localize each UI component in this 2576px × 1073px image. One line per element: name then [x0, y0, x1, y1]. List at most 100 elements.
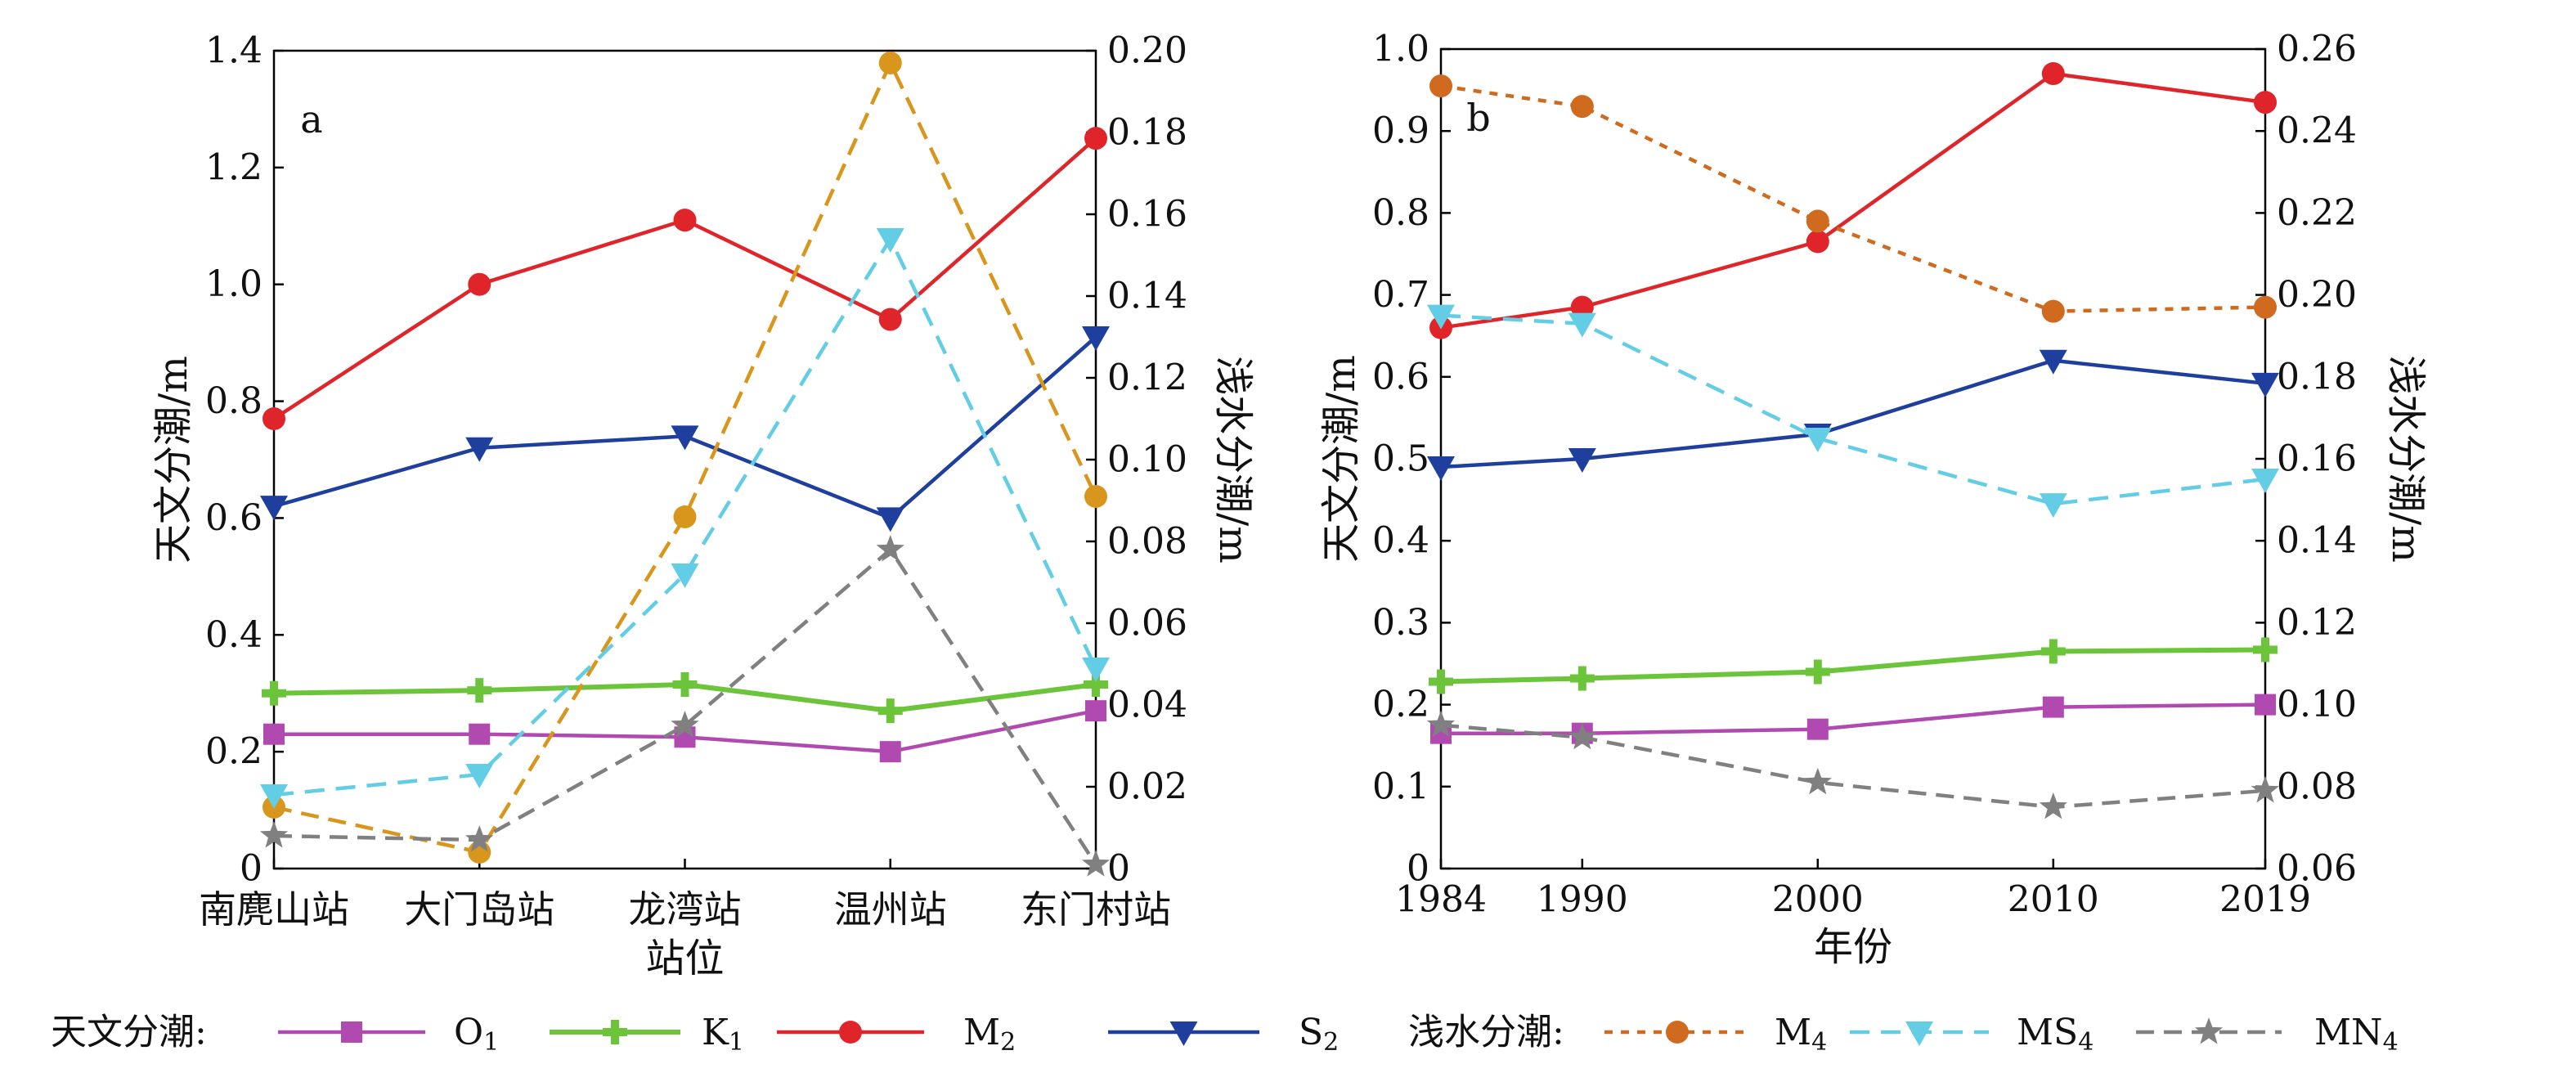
series-line-o1 — [1441, 703, 2266, 735]
point-o1 — [879, 741, 901, 763]
point-ms4 — [2251, 469, 2279, 494]
point-m2 — [1570, 295, 1594, 319]
series-line-mn4 — [1440, 723, 2266, 810]
right-tick-label: 0.04 — [1107, 685, 1187, 726]
legend: 天文分潮: 浅水分潮: O1 K1 M2 S2 M4 MS4 MN4 — [51, 1012, 2399, 1057]
point-mn4 — [259, 821, 289, 848]
left-tick-label: 0 — [240, 848, 263, 890]
point-m4 — [1429, 74, 1452, 98]
point-m2 — [2041, 62, 2065, 86]
right-tick-label: 0.20 — [1107, 30, 1187, 72]
legend-label-k1: K1 — [702, 1012, 744, 1057]
x-category-label: 南麂山站 — [199, 887, 349, 932]
point-o1 — [263, 723, 285, 745]
right-tick-label: 0.10 — [2277, 684, 2357, 725]
x-tick-label: 2019 — [2219, 879, 2311, 921]
right-tick-label: 0 — [1107, 848, 1130, 890]
series-line-s2 — [1440, 358, 2266, 469]
panel-a-chart: 0 0.2 0.4 0.6 0.8 1.0 1.2 1.4 0 0.02 0.04 0.06 0.08 0… — [150, 30, 1256, 982]
point-m2 — [2254, 91, 2277, 114]
point-m2 — [468, 272, 491, 296]
left-tick-label: 0.8 — [1372, 192, 1429, 234]
series-line-m4 — [273, 61, 1098, 855]
right-tick-label: 0.14 — [2277, 520, 2357, 562]
legend-marker-m4 — [1666, 1021, 1689, 1044]
y-axis-title-right: 浅水分潮/m — [1210, 356, 1256, 563]
right-tick-label: 0.24 — [2277, 110, 2357, 152]
point-s2 — [671, 425, 699, 451]
point-mn4 — [876, 535, 904, 562]
panel-tag: a — [300, 97, 322, 141]
point-m4 — [1570, 95, 1594, 119]
point-o1 — [2255, 694, 2276, 716]
point-s2 — [876, 507, 904, 532]
left-tick-label: 0 — [1407, 848, 1429, 890]
left-tick-label: 0.6 — [205, 497, 263, 539]
legend-title: 浅水分潮: — [1408, 1012, 1564, 1053]
right-tick-label: 0.20 — [2277, 274, 2357, 316]
point-k1 — [672, 672, 698, 697]
point-k1 — [1084, 672, 1108, 697]
point-s2 — [2251, 372, 2279, 397]
right-tick-label: 0.10 — [1107, 439, 1187, 481]
legend-marker-s2 — [1169, 1021, 1198, 1046]
left-tick-label: 0.9 — [1372, 110, 1429, 152]
legend-title: 天文分潮: — [51, 1012, 207, 1053]
legend-label-m2: M2 — [963, 1012, 1016, 1057]
x-axis-title: 站位 — [645, 936, 724, 981]
x-category-label: 东门村站 — [1021, 887, 1171, 932]
point-ms4 — [2039, 493, 2067, 519]
series-line-m2 — [272, 137, 1097, 420]
point-mn4 — [465, 825, 494, 852]
legend-label-ms4: MS4 — [2017, 1012, 2094, 1057]
point-s2 — [1082, 326, 1110, 351]
right-tick-label: 0.02 — [1107, 766, 1187, 808]
point-ms4 — [1427, 304, 1455, 330]
left-tick-label: 0.2 — [1372, 684, 1429, 725]
legend-marker-o1 — [341, 1021, 362, 1043]
left-tick-label: 0.6 — [1372, 356, 1429, 397]
legend-label-s2: S2 — [1299, 1012, 1339, 1057]
legend-marker-k1 — [603, 1020, 627, 1044]
right-tick-label: 0.06 — [1107, 603, 1187, 644]
left-tick-label: 0.4 — [205, 614, 263, 656]
right-tick-label: 0.12 — [2277, 602, 2357, 644]
series-line-ms4 — [273, 236, 1098, 797]
point-ms4 — [465, 764, 494, 788]
x-tick-label: 1990 — [1537, 879, 1628, 921]
y-axis-title-left: 天文分潮/m — [150, 356, 196, 563]
left-tick-label: 0.8 — [205, 380, 263, 422]
point-s2 — [465, 437, 494, 462]
y-axis-title-right: 浅水分潮/m — [2383, 355, 2429, 563]
point-s2 — [1568, 448, 1596, 473]
point-k1 — [467, 678, 492, 703]
point-mn4 — [1803, 767, 1832, 795]
point-k1 — [1429, 669, 1453, 694]
panel-tag: b — [1466, 96, 1490, 140]
left-tick-label: 0.1 — [1372, 765, 1429, 807]
point-m4 — [1084, 485, 1107, 508]
point-k1 — [1569, 666, 1595, 691]
right-tick-label: 0.06 — [2277, 848, 2357, 890]
left-tick-label: 0.3 — [1372, 602, 1429, 644]
point-ms4 — [876, 228, 904, 253]
point-ms4 — [1803, 427, 1832, 452]
legend-marker-m2 — [839, 1021, 862, 1044]
left-tick-label: 0.4 — [1372, 520, 1429, 562]
point-k1 — [877, 698, 903, 724]
series-line-m4 — [1440, 83, 2266, 313]
point-m4 — [878, 52, 902, 74]
series-line-m2 — [1440, 71, 2266, 330]
y-axis-title-left: 天文分潮/m — [1318, 355, 1364, 563]
right-tick-label: 0.08 — [2277, 765, 2357, 807]
right-tick-label: 0.08 — [1107, 521, 1187, 563]
right-tick-label: 0.16 — [2277, 438, 2357, 480]
x-tick-label: 2000 — [1772, 879, 1864, 921]
point-o1 — [2042, 696, 2064, 718]
point-ms4 — [1568, 312, 1596, 338]
point-k1 — [1805, 659, 1830, 685]
point-m4 — [2254, 295, 2277, 319]
point-s2 — [1427, 456, 1455, 482]
point-m4 — [1806, 209, 1829, 233]
left-tick-label: 0.5 — [1372, 438, 1429, 480]
